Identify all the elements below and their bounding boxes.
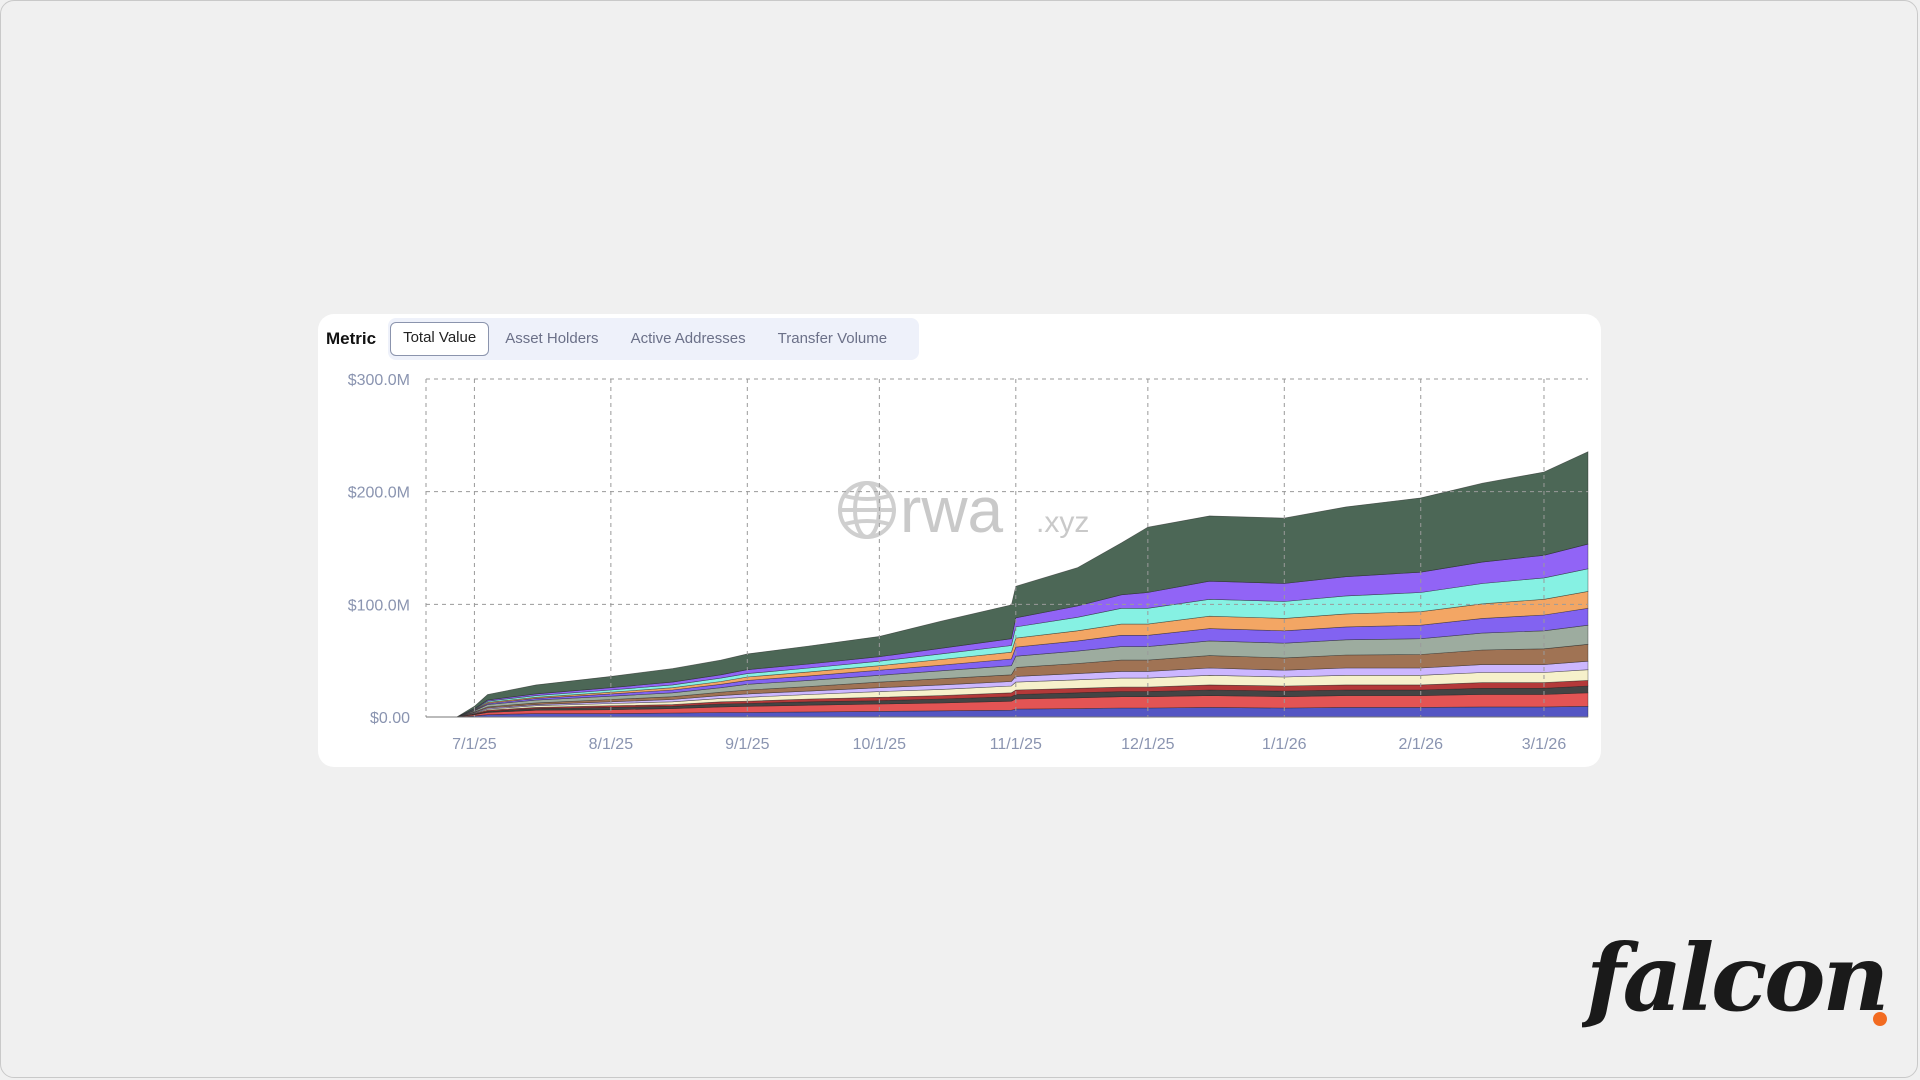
- y-tick-label: $0.00: [370, 710, 410, 727]
- x-tick-label: 9/1/25: [725, 736, 770, 753]
- y-tick-label: $200.0M: [348, 485, 410, 502]
- x-tick-label: 11/1/25: [990, 736, 1042, 753]
- metric-label: Metric: [326, 329, 377, 348]
- y-tick-label: $100.0M: [348, 597, 410, 614]
- metric-tabs: Total Value Asset Holders Active Address…: [388, 318, 920, 360]
- rwa-watermark: rwa .xyz: [838, 474, 1089, 546]
- falcon-logo: falcon: [1582, 930, 1889, 1032]
- watermark-rwa-text: rwa: [900, 474, 1004, 546]
- watermark-xyz-text: .xyz: [1036, 506, 1089, 539]
- x-tick-label: 3/1/26: [1522, 736, 1567, 753]
- chart-grid: [425, 378, 1588, 718]
- falcon-logo-text: falcon: [1582, 930, 1886, 1032]
- globe-icon: [838, 481, 896, 539]
- tab-transfer-volume[interactable]: Transfer Volume: [777, 330, 888, 347]
- logo-dot: [1873, 1012, 1887, 1026]
- stacked-area-chart: rwa .xyz $0.00 $100.0M $200.0M $300.0M 7/1/…: [348, 372, 1589, 753]
- y-axis-ticks: $0.00 $100.0M $200.0M $300.0M: [348, 372, 410, 727]
- tab-asset-holders[interactable]: Asset Holders: [505, 330, 599, 347]
- x-tick-label: 12/1/25: [1121, 736, 1174, 753]
- x-tick-label: 1/1/26: [1262, 736, 1307, 753]
- tab-total-value[interactable]: Total Value: [390, 322, 490, 356]
- x-tick-label: 7/1/25: [452, 736, 497, 753]
- chart-card: Metric Total Value Asset Holders Active …: [318, 314, 1601, 767]
- tab-active-addresses[interactable]: Active Addresses: [630, 330, 746, 347]
- x-tick-label: 8/1/25: [589, 736, 634, 753]
- x-tick-label: 10/1/25: [853, 736, 906, 753]
- y-tick-label: $300.0M: [348, 372, 410, 389]
- x-axis-ticks: 7/1/25 8/1/25 9/1/25 10/1/25 11/1/25 12/1/25 1…: [452, 736, 1566, 753]
- metric-selector: Metric Total Value Asset Holders Active …: [326, 318, 920, 360]
- x-tick-label: 2/1/26: [1399, 736, 1444, 753]
- area-series-13: [426, 451, 1589, 718]
